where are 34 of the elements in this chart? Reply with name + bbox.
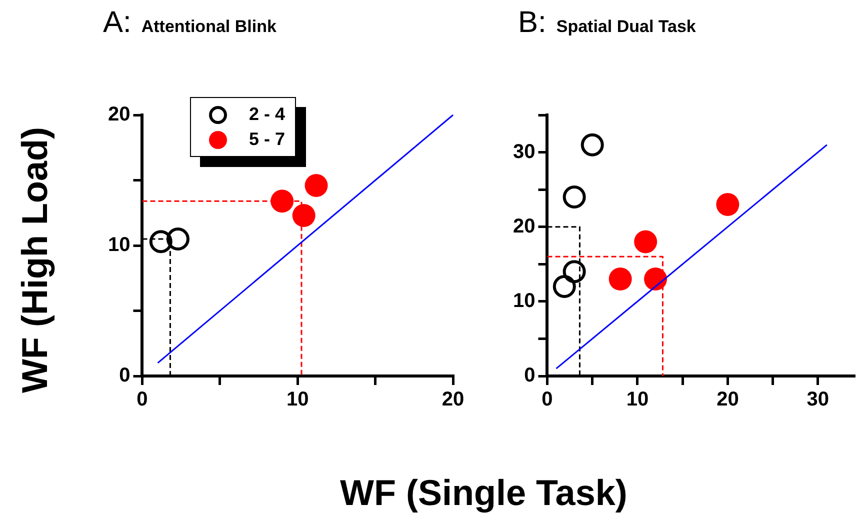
x-tick-label: 30 <box>806 388 830 411</box>
point <box>304 174 328 197</box>
y-tick-label: 30 <box>512 140 536 163</box>
y-tick-label: 10 <box>512 290 536 312</box>
x-tick-label: 0 <box>136 388 148 411</box>
chart-title: A: <box>103 6 132 39</box>
point <box>562 186 586 209</box>
x-axis-title: WF (Single Task) <box>340 472 628 514</box>
x-tick-label: 20 <box>442 388 464 411</box>
chart-subtitle: Attentional Blink <box>141 17 276 36</box>
x-tick-label: 10 <box>626 388 649 411</box>
y-tick-label: 10 <box>108 234 130 256</box>
point <box>580 133 604 156</box>
point <box>716 192 740 216</box>
legend-label: 5 - 7 <box>249 129 286 150</box>
x-tick-label: 0 <box>542 388 553 411</box>
point <box>552 275 576 298</box>
point <box>292 204 316 227</box>
x-tick-label: 10 <box>286 388 309 411</box>
y-tick-label: 20 <box>108 104 130 126</box>
x-tick-label: 20 <box>716 388 739 411</box>
y-axis-title: WF (High Load) <box>14 127 56 393</box>
point <box>608 268 632 291</box>
legend-label: 2 - 4 <box>249 104 286 125</box>
chart-subtitle: Spatial Dual Task <box>556 17 696 36</box>
point <box>149 230 172 254</box>
y-tick-label: 0 <box>524 364 536 387</box>
point <box>166 227 190 250</box>
y-tick-label: 20 <box>512 215 536 238</box>
point <box>634 230 658 254</box>
point <box>270 190 294 213</box>
chart-title: B: <box>518 6 546 39</box>
point <box>562 260 586 284</box>
y-tick-label: 0 <box>119 364 130 387</box>
